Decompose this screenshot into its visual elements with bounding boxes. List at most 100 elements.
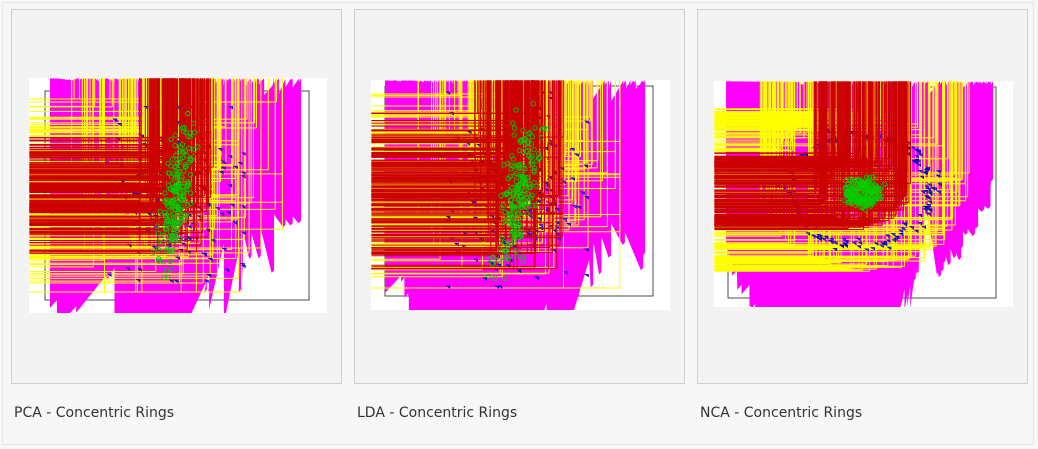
point-series-3 [923, 169, 929, 173]
thumbnail-lda[interactable] [354, 9, 685, 384]
point-series-5 [187, 134, 193, 140]
point-series-5 [157, 208, 163, 215]
point-series-3 [925, 166, 931, 171]
point-series-4 [714, 81, 827, 174]
point-series-5 [509, 153, 515, 159]
point-series-3 [229, 203, 235, 208]
point-series-3 [925, 204, 931, 208]
point-series-5 [155, 258, 162, 264]
point-series-5 [501, 240, 508, 246]
point-series-3 [870, 247, 875, 251]
point-series-3 [562, 271, 568, 275]
point-series-3 [936, 190, 941, 194]
point-series-2 [29, 78, 239, 220]
point-series-5 [513, 248, 519, 254]
point-series-3 [472, 258, 478, 263]
point-series-3 [820, 237, 826, 242]
point-series-5 [528, 155, 534, 161]
point-series-5 [170, 214, 177, 220]
point-series-3 [561, 218, 567, 222]
point-series-5 [176, 206, 182, 213]
point-series-2 [371, 80, 558, 113]
point-series-3 [825, 139, 831, 144]
point-series-5 [531, 179, 537, 186]
gallery-item-nca[interactable]: NCA - Concentric Rings [689, 3, 1031, 444]
point-series-5 [512, 195, 518, 201]
point-series-5 [506, 212, 512, 219]
point-series-3 [583, 273, 589, 278]
point-series-5 [517, 232, 523, 238]
point-series-4 [29, 78, 194, 146]
point-series-5 [178, 192, 184, 199]
point-series-3 [168, 279, 174, 284]
point-series-4 [371, 80, 497, 252]
point-series-5 [485, 273, 492, 279]
point-series-5 [167, 258, 173, 264]
plot-nca [714, 81, 1013, 307]
point-series-5 [181, 168, 187, 174]
point-series-5 [163, 226, 169, 232]
point-series-3 [923, 190, 929, 194]
point-series-5 [510, 156, 517, 162]
point-series-4 [714, 81, 825, 198]
point-series-5 [178, 218, 184, 224]
point-series-5 [174, 188, 180, 194]
point-series-5 [541, 125, 548, 131]
point-series-4 [371, 80, 535, 270]
point-series-4 [714, 81, 849, 229]
point-series-2 [371, 80, 459, 95]
point-series-5 [183, 130, 189, 136]
point-series-3 [913, 148, 919, 153]
point-series-5 [177, 148, 183, 155]
point-series-3 [898, 233, 904, 237]
caption-pca[interactable]: PCA - Concentric Rings [14, 405, 175, 421]
point-series-5 [504, 254, 511, 260]
point-series-2 [714, 81, 964, 180]
point-series-3 [917, 222, 922, 226]
point-series-5 [165, 203, 171, 209]
point-series-5 [517, 193, 524, 200]
thumbnail-pca[interactable] [11, 9, 342, 384]
point-series-5 [185, 145, 192, 151]
point-series-5 [490, 254, 496, 260]
point-series-4 [714, 81, 883, 164]
point-series-3 [884, 234, 890, 238]
caption-nca[interactable]: NCA - Concentric Rings [700, 405, 863, 421]
point-series-3 [207, 257, 213, 262]
point-series-3 [220, 160, 226, 165]
point-series-3 [911, 160, 917, 165]
point-series-5 [177, 159, 183, 165]
point-series-4 [714, 81, 838, 167]
point-series-3 [891, 239, 897, 243]
point-series-5 [532, 165, 538, 171]
point-series-5 [513, 253, 519, 259]
point-series-3 [583, 248, 589, 252]
point-series-2 [714, 81, 810, 127]
point-series-3 [916, 163, 921, 167]
thumbnail-nca[interactable] [697, 9, 1028, 384]
point-series-5 [171, 188, 177, 194]
point-series-5 [509, 202, 515, 209]
point-series-2 [714, 81, 808, 134]
point-series-3 [905, 152, 911, 156]
point-series-4 [29, 78, 184, 139]
point-series-3 [917, 153, 923, 157]
point-series-4 [29, 78, 171, 199]
point-series-3 [534, 276, 540, 280]
point-series-5 [509, 185, 516, 191]
point-series-5 [181, 125, 188, 131]
gallery-item-lda[interactable]: LDA - Concentric Rings [346, 3, 688, 444]
point-series-1 [410, 80, 415, 124]
caption-lda[interactable]: LDA - Concentric Rings [357, 405, 518, 421]
plot-lda [371, 80, 670, 310]
point-series-5 [868, 186, 874, 193]
point-series-3 [576, 205, 582, 210]
gallery-item-pca[interactable]: PCA - Concentric Rings [3, 3, 345, 444]
point-series-3 [227, 184, 233, 188]
point-series-3 [935, 170, 941, 174]
point-series-3 [135, 278, 141, 283]
point-series-3 [445, 91, 451, 95]
point-series-2 [29, 78, 240, 279]
point-series-5 [530, 101, 536, 107]
